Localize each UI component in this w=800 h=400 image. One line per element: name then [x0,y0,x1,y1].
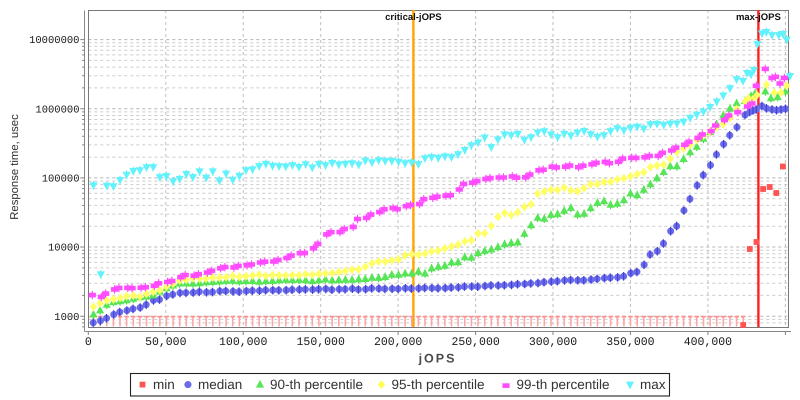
svg-text:50,000: 50,000 [145,336,187,349]
svg-text:min: min [153,377,175,392]
svg-text:critical-jOPS: critical-jOPS [385,12,442,23]
svg-text:150,000: 150,000 [297,336,345,349]
svg-text:1000: 1000 [54,312,79,324]
svg-text:median: median [198,377,242,392]
svg-text:350,000: 350,000 [606,336,654,349]
svg-text:100000: 100000 [42,174,80,186]
svg-text:max-jOPS: max-jOPS [736,12,781,23]
svg-text:95-th percentile: 95-th percentile [392,377,485,392]
svg-text:250,000: 250,000 [451,336,499,349]
svg-text:Response time, usec: Response time, usec [9,114,21,220]
svg-text:300,000: 300,000 [529,336,577,349]
svg-text:99-th percentile: 99-th percentile [517,377,610,392]
svg-text:jOPS: jOPS [418,352,457,366]
svg-text:10000000: 10000000 [29,35,79,47]
svg-text:0: 0 [85,336,92,349]
svg-text:10000: 10000 [48,243,80,255]
svg-text:100,000: 100,000 [219,336,267,349]
svg-text:200,000: 200,000 [374,336,422,349]
svg-text:400,000: 400,000 [684,336,732,349]
svg-text:max: max [640,377,666,392]
svg-text:90-th percentile: 90-th percentile [270,377,363,392]
svg-text:1000000: 1000000 [35,104,79,116]
